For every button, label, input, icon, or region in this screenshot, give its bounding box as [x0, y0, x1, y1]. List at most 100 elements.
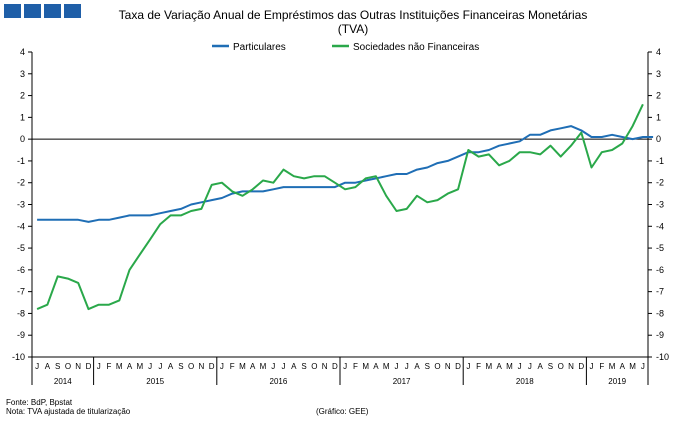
x-month-label: J	[641, 362, 645, 371]
source-note: Fonte: BdP, Bpstat	[6, 398, 73, 407]
x-month-label: J	[394, 362, 398, 371]
y-tick-label-left: -2	[17, 178, 25, 188]
x-year-label: 2018	[516, 377, 534, 386]
series-line-sociedades-nao-financeiras	[36, 103, 644, 311]
y-tick-label-left: 0	[20, 134, 25, 144]
y-tick-label-right: -7	[656, 287, 664, 297]
x-month-label: M	[506, 362, 513, 371]
y-tick-label-right: -8	[656, 308, 664, 318]
x-month-label: D	[578, 362, 584, 371]
x-month-label: S	[55, 362, 60, 371]
x-year-label: 2015	[146, 377, 164, 386]
x-month-label: O	[311, 362, 317, 371]
footnote: Nota: TVA ajustada de titularização	[6, 407, 131, 416]
y-tick-label-left: -8	[17, 308, 25, 318]
y-tick-label-right: 1	[656, 112, 661, 122]
y-tick-label-right: -1	[656, 156, 664, 166]
x-year-label: 2014	[54, 377, 72, 386]
y-tick-label-right: 2	[656, 91, 661, 101]
x-month-label: M	[260, 362, 267, 371]
series-layer	[36, 103, 654, 311]
y-tick-label-left: -5	[17, 243, 25, 253]
x-month-label: M	[629, 362, 636, 371]
x-month-label: F	[353, 362, 358, 371]
x-month-label: N	[445, 362, 451, 371]
y-tick-label-right: -9	[656, 330, 664, 340]
y-tick-label-left: 2	[20, 91, 25, 101]
chart-credit: (Gráfico: GEE)	[316, 407, 369, 416]
x-month-label: J	[466, 362, 470, 371]
y-tick-label-right: -2	[656, 178, 664, 188]
x-month-label: O	[188, 362, 194, 371]
x-month-label: J	[528, 362, 532, 371]
y-tick-label-right: 0	[656, 134, 661, 144]
x-month-label: M	[609, 362, 616, 371]
y-tick-label-right: 4	[656, 47, 661, 57]
x-month-label: M	[239, 362, 246, 371]
x-month-label: M	[116, 362, 123, 371]
y-tick-label-left: -1	[17, 156, 25, 166]
x-month-label: J	[590, 362, 594, 371]
x-month-label: F	[230, 362, 235, 371]
x-month-label: N	[75, 362, 81, 371]
x-month-label: O	[558, 362, 564, 371]
x-month-label: D	[332, 362, 338, 371]
chart-title: Taxa de Variação Anual de Empréstimos da…	[119, 8, 588, 22]
x-month-label: N	[568, 362, 574, 371]
x-year-label: 2017	[393, 377, 411, 386]
y-tick-label-left: 3	[20, 69, 25, 79]
x-month-label: A	[373, 362, 379, 371]
logo-block	[64, 4, 81, 18]
axes: 4 4 3 3 2 2 1 1 0 0 -1 -1 -2 -2 -3 -3 -4 -4 -5 -5 -6 -6 -7 -7 -8…	[12, 47, 669, 386]
x-month-label: F	[107, 362, 112, 371]
x-month-label: M	[383, 362, 390, 371]
x-month-label: A	[496, 362, 502, 371]
y-tick-label-left: -7	[17, 287, 25, 297]
x-month-label: J	[148, 362, 152, 371]
legend-label: Particulares	[233, 42, 286, 53]
x-month-label: F	[476, 362, 481, 371]
y-tick-label-right: -4	[656, 221, 664, 231]
x-month-label: J	[97, 362, 101, 371]
x-month-label: A	[291, 362, 297, 371]
x-month-label: N	[199, 362, 205, 371]
x-month-label: A	[620, 362, 626, 371]
y-tick-label-right: -3	[656, 200, 664, 210]
y-tick-label-left: 4	[20, 47, 25, 57]
x-month-label: J	[343, 362, 347, 371]
x-month-label: J	[158, 362, 162, 371]
x-month-label: D	[86, 362, 92, 371]
x-month-label: O	[65, 362, 71, 371]
series-line-particulares	[37, 125, 654, 223]
legend-label: Sociedades não Financeiras	[353, 42, 479, 53]
y-tick-label-left: -10	[12, 352, 25, 362]
x-month-label: O	[434, 362, 440, 371]
y-tick-label-right: 3	[656, 69, 661, 79]
y-tick-label-right: -6	[656, 265, 664, 275]
gee-logo	[4, 4, 81, 18]
x-month-label: S	[548, 362, 553, 371]
x-year-label: 2016	[270, 377, 288, 386]
y-tick-label-left: -9	[17, 330, 25, 340]
x-month-label: A	[250, 362, 256, 371]
x-month-label: N	[322, 362, 328, 371]
y-tick-label-right: -10	[656, 352, 669, 362]
x-month-label: M	[362, 362, 369, 371]
y-tick-label-left: -6	[17, 265, 25, 275]
x-month-label: D	[209, 362, 215, 371]
y-tick-label-left: -4	[17, 221, 25, 231]
x-month-label: S	[178, 362, 183, 371]
x-month-label: S	[425, 362, 430, 371]
x-month-label: F	[599, 362, 604, 371]
chart-subtitle: (TVA)	[338, 22, 368, 36]
y-tick-label-left: -3	[17, 200, 25, 210]
x-month-label: M	[486, 362, 493, 371]
x-month-label: A	[538, 362, 544, 371]
x-year-label: 2019	[608, 377, 626, 386]
y-tick-label-right: -5	[656, 243, 664, 253]
logo-block	[4, 4, 21, 18]
logo-block	[24, 4, 41, 18]
x-month-label: J	[271, 362, 275, 371]
y-tick-label-left: 1	[20, 112, 25, 122]
